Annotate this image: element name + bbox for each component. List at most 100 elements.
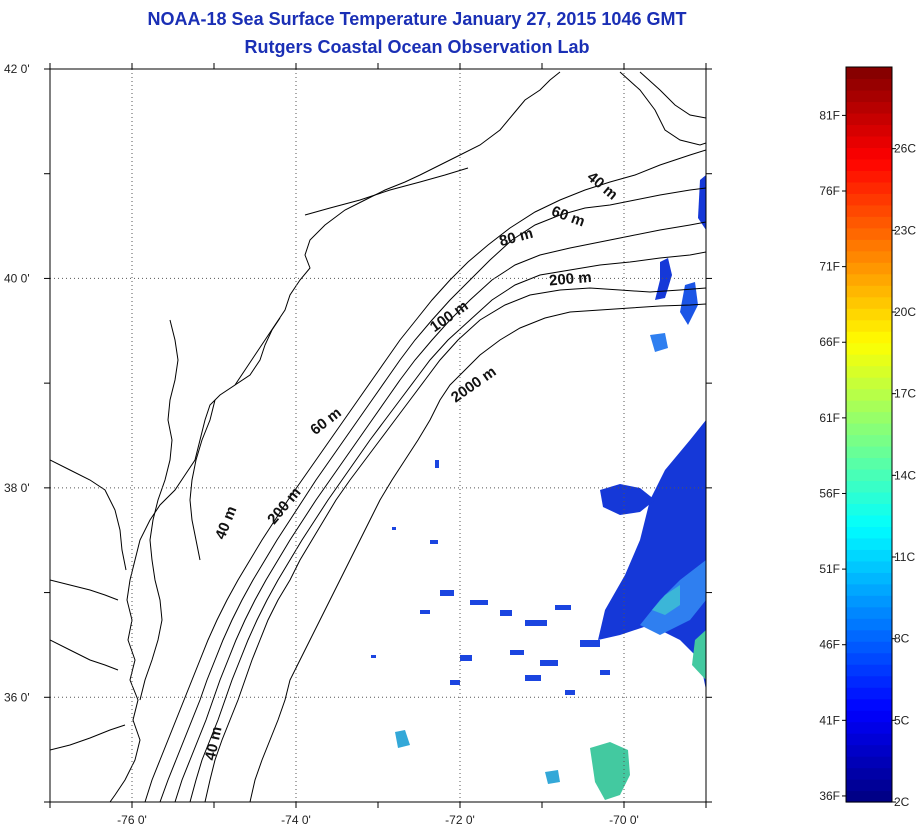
- colorbar-labels: 81F 76F 71F 66F 61F 56F 51F 46F 41F 36F 26C 23C 20C 1…: [819, 108, 916, 809]
- sst-patch-se-2: [590, 742, 630, 800]
- colorbar-step: [846, 101, 892, 114]
- contour-100m: [189, 251, 706, 802]
- contour-40m: [144, 149, 706, 802]
- colorbar-step: [846, 675, 892, 688]
- colorbar-step: [846, 193, 892, 206]
- colorbar-step: [846, 790, 892, 803]
- colorbar-step: [846, 365, 892, 378]
- colorbar-step: [846, 744, 892, 757]
- colorbar-step: [846, 400, 892, 413]
- colorbar-step: [846, 434, 892, 447]
- colorbar-step: [846, 285, 892, 298]
- colorbar-step: [846, 423, 892, 436]
- colorbar-step: [846, 273, 892, 286]
- colorbar-step: [846, 618, 892, 631]
- colorbar-label-f: 76F: [819, 184, 840, 198]
- colorbar-label-c: 26C: [894, 142, 916, 156]
- sst-patch-se-1: [395, 730, 410, 748]
- sst-speckle: [580, 640, 600, 647]
- colorbar-label-f: 56F: [819, 486, 840, 500]
- colorbar-label-f: 41F: [819, 713, 840, 727]
- colorbar-step: [846, 560, 892, 573]
- colorbar-step: [846, 687, 892, 700]
- colorbar-step: [846, 698, 892, 711]
- river-west-1: [50, 459, 127, 571]
- colorbar-label-c: 14C: [894, 468, 916, 482]
- sst-patch-east-green: [692, 630, 706, 680]
- colorbar-step: [846, 124, 892, 137]
- sst-speckle: [600, 670, 610, 675]
- colorbar-label-f: 81F: [819, 108, 840, 122]
- river-west-3: [50, 639, 119, 671]
- sst-speckle: [555, 605, 571, 610]
- map-subtitle: Rutgers Coastal Ocean Observation Lab: [244, 37, 590, 57]
- colorbar-label-f: 71F: [819, 260, 840, 274]
- map-title: NOAA-18 Sea Surface Temperature January …: [147, 9, 687, 29]
- colorbar-step: [846, 606, 892, 619]
- colorbar-step: [846, 308, 892, 321]
- colorbar-label-f: 36F: [819, 789, 840, 803]
- sst-speckle: [565, 690, 575, 695]
- sst-patch-mid: [600, 484, 655, 515]
- colorbar-frame: [845, 66, 893, 803]
- colorbar-step: [846, 181, 892, 194]
- colorbar-step: [846, 239, 892, 252]
- river-west-2: [50, 579, 119, 601]
- colorbar-step: [846, 227, 892, 240]
- sst-speckle: [430, 540, 438, 544]
- long-island: [304, 167, 469, 216]
- colorbar-step: [846, 779, 892, 792]
- colorbar-step: [846, 641, 892, 654]
- sst-speckle: [371, 655, 376, 658]
- colorbar-label-f: 51F: [819, 562, 840, 576]
- sst-speckle: [420, 610, 430, 614]
- sst-speckle: [460, 655, 472, 661]
- tick-label-lat: 40 0': [4, 271, 30, 285]
- colorbar-label-f: 46F: [819, 638, 840, 652]
- contour-200m: [204, 287, 706, 802]
- colorbar-step: [846, 503, 892, 516]
- colorbar-label-c: 23C: [894, 223, 916, 237]
- colorbar-label-c: 2C: [894, 795, 910, 809]
- colorbar-label-c: 8C: [894, 632, 910, 646]
- cape-cod-contour: [639, 71, 706, 119]
- sst-speckle: [440, 590, 454, 596]
- sst-speckle: [525, 620, 547, 626]
- colorbar-step: [846, 89, 892, 103]
- sst-speckle: [450, 680, 460, 685]
- colorbar-step: [846, 710, 892, 723]
- river-west-4: [50, 724, 126, 751]
- colorbar-step: [846, 135, 892, 148]
- bay-west-shore: [139, 319, 179, 701]
- colorbar-label-c: 5C: [894, 713, 910, 727]
- colorbar-step: [846, 468, 892, 482]
- sst-speckle: [510, 650, 524, 655]
- colorbar-step: [846, 445, 892, 459]
- tick-label-lon: -70 0': [609, 813, 639, 827]
- colorbar-step: [846, 78, 892, 91]
- colorbar-step: [846, 537, 892, 550]
- colorbar-label-f: 61F: [819, 411, 840, 425]
- colorbar-step: [846, 549, 892, 562]
- colorbar-step: [846, 457, 892, 470]
- sst-patch-se-3: [545, 770, 560, 784]
- sst-speckle: [435, 460, 439, 468]
- colorbar-step: [846, 262, 892, 275]
- colorbar-label-c: 20C: [894, 305, 916, 319]
- colorbar-step: [846, 629, 892, 642]
- colorbar-label-c: 17C: [894, 387, 916, 401]
- colorbar-step: [846, 652, 892, 665]
- sst-patch-ne-1: [655, 258, 672, 300]
- sst-patch-east-cyan: [652, 585, 680, 615]
- cape-cod: [619, 71, 706, 146]
- colorbar-step: [846, 204, 892, 217]
- sst-patch-ne-3: [650, 333, 668, 352]
- colorbar-step: [846, 388, 892, 401]
- colorbar: 81F 76F 71F 66F 61F 56F 51F 46F 41F 36F 26C 23C 20C 1…: [819, 66, 916, 809]
- colorbar-step: [846, 572, 892, 585]
- sst-data-patches: [371, 175, 706, 800]
- colorbar-step: [846, 733, 892, 746]
- colorbar-step: [846, 756, 892, 769]
- colorbar-step: [846, 491, 892, 505]
- colorbar-step: [846, 112, 892, 126]
